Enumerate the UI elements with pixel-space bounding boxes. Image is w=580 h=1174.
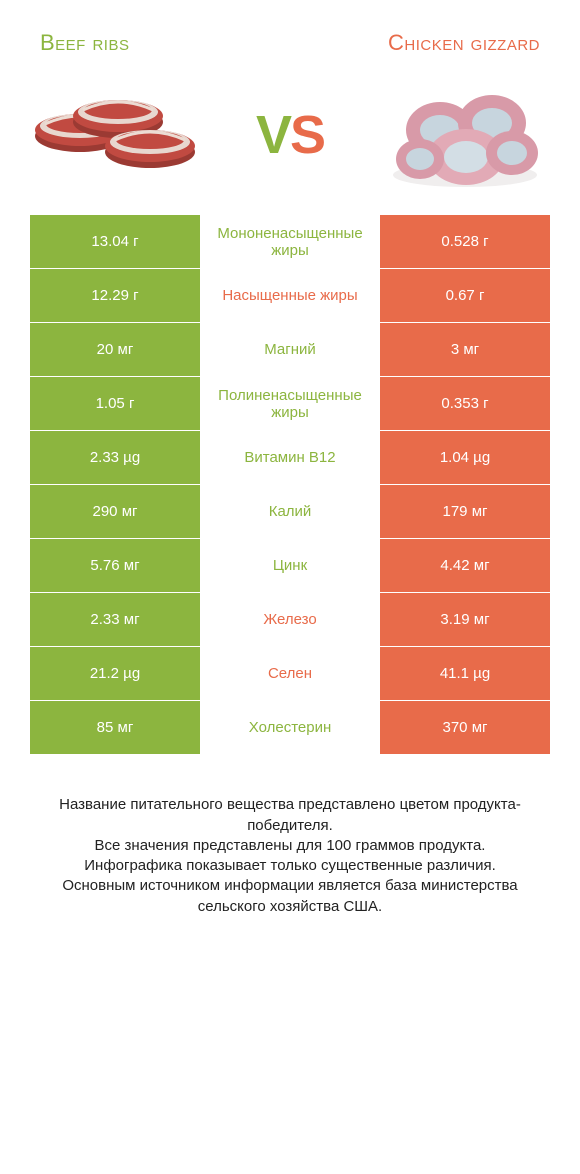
comparison-table: 13.04 гМононенасыщенные жиры0.528 г12.29…: [30, 215, 550, 755]
nutrient-name-cell: Магний: [200, 323, 380, 376]
left-value-cell: 13.04 г: [30, 215, 200, 268]
footer-line: Основным источником информации является …: [30, 876, 550, 917]
right-value-cell: 41.1 µg: [380, 647, 550, 700]
header: Beef ribs Chicken gizzard: [0, 0, 580, 65]
left-product-title: Beef ribs: [40, 30, 240, 55]
left-value-cell: 12.29 г: [30, 269, 200, 322]
nutrient-name-cell: Цинк: [200, 539, 380, 592]
right-product-image: [380, 75, 550, 195]
right-value-cell: 3.19 мг: [380, 593, 550, 646]
right-value-cell: 179 мг: [380, 485, 550, 538]
left-value-cell: 5.76 мг: [30, 539, 200, 592]
footer-line: Все значения представлены для 100 граммо…: [30, 836, 550, 856]
nutrient-name-cell: Полиненасыщенные жиры: [200, 377, 380, 430]
right-value-cell: 3 мг: [380, 323, 550, 376]
right-value-cell: 0.353 г: [380, 377, 550, 430]
nutrient-name-cell: Витамин B12: [200, 431, 380, 484]
table-row: 12.29 гНасыщенные жиры0.67 г: [30, 269, 550, 323]
left-value-cell: 2.33 мг: [30, 593, 200, 646]
right-product-title: Chicken gizzard: [340, 30, 540, 55]
beef-ribs-icon: [30, 80, 200, 190]
table-row: 290 мгКалий179 мг: [30, 485, 550, 539]
right-value-cell: 1.04 µg: [380, 431, 550, 484]
left-value-cell: 290 мг: [30, 485, 200, 538]
table-row: 1.05 гПолиненасыщенные жиры0.353 г: [30, 377, 550, 431]
footer-line: Инфографика показывает только существенн…: [30, 856, 550, 876]
left-product-image: [30, 75, 200, 195]
table-row: 13.04 гМононенасыщенные жиры0.528 г: [30, 215, 550, 269]
nutrient-name-cell: Холестерин: [200, 701, 380, 754]
footer-line: Название питательного вещества представл…: [30, 795, 550, 836]
nutrient-name-cell: Селен: [200, 647, 380, 700]
chicken-gizzard-icon: [380, 75, 550, 195]
table-row: 20 мгМагний3 мг: [30, 323, 550, 377]
right-value-cell: 4.42 мг: [380, 539, 550, 592]
table-row: 85 мгХолестерин370 мг: [30, 701, 550, 755]
right-value-cell: 0.528 г: [380, 215, 550, 268]
left-value-cell: 20 мг: [30, 323, 200, 376]
nutrient-name-cell: Мононенасыщенные жиры: [200, 215, 380, 268]
table-row: 2.33 µgВитамин B121.04 µg: [30, 431, 550, 485]
vs-v: V: [256, 104, 290, 166]
images-row: VS: [0, 65, 580, 215]
left-value-cell: 85 мг: [30, 701, 200, 754]
left-value-cell: 1.05 г: [30, 377, 200, 430]
table-row: 2.33 мгЖелезо3.19 мг: [30, 593, 550, 647]
nutrient-name-cell: Калий: [200, 485, 380, 538]
left-value-cell: 2.33 µg: [30, 431, 200, 484]
table-row: 21.2 µgСелен41.1 µg: [30, 647, 550, 701]
right-value-cell: 0.67 г: [380, 269, 550, 322]
right-value-cell: 370 мг: [380, 701, 550, 754]
table-row: 5.76 мгЦинк4.42 мг: [30, 539, 550, 593]
left-value-cell: 21.2 µg: [30, 647, 200, 700]
footer-notes: Название питательного вещества представл…: [30, 795, 550, 917]
nutrient-name-cell: Насыщенные жиры: [200, 269, 380, 322]
vs-s: S: [290, 104, 324, 166]
nutrient-name-cell: Железо: [200, 593, 380, 646]
vs-label: VS: [256, 104, 324, 166]
